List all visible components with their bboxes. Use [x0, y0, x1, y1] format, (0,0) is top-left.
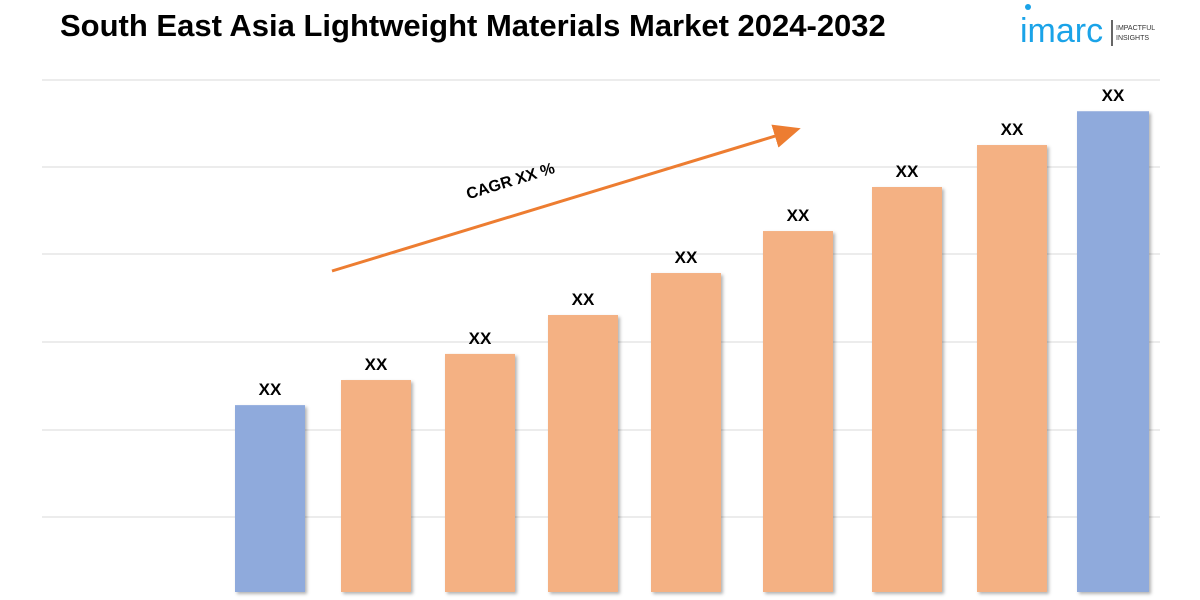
svg-text:INSIGHTS: INSIGHTS: [1116, 35, 1149, 42]
data-label: XX: [469, 329, 492, 348]
chart-title: South East Asia Lightweight Materials Ma…: [60, 8, 886, 43]
data-label: XX: [572, 290, 595, 309]
imarc-logo: imarc IMPACTFUL INSIGHTS: [1020, 4, 1155, 50]
svg-text:imarc: imarc: [1020, 12, 1103, 50]
bar-2024: [235, 405, 305, 592]
data-label: XX: [365, 355, 388, 374]
bar-2026: [445, 353, 515, 592]
bar-2025: [341, 380, 411, 592]
data-label: XX: [787, 206, 810, 225]
data-label: XX: [259, 380, 282, 399]
svg-text:IMPACTFUL: IMPACTFUL: [1116, 25, 1155, 32]
data-label: XX: [675, 248, 698, 267]
bar-2028: [651, 273, 721, 592]
bar-2031: [977, 145, 1047, 593]
data-label: XX: [1102, 86, 1125, 105]
bar-2030: [872, 187, 942, 592]
bar-2032: [1077, 111, 1149, 593]
bar-2029: [763, 231, 833, 593]
data-label: XX: [1001, 120, 1024, 139]
cagr-arrow: [331, 124, 801, 273]
bar-2027: [548, 315, 618, 592]
data-label: XX: [896, 162, 919, 181]
